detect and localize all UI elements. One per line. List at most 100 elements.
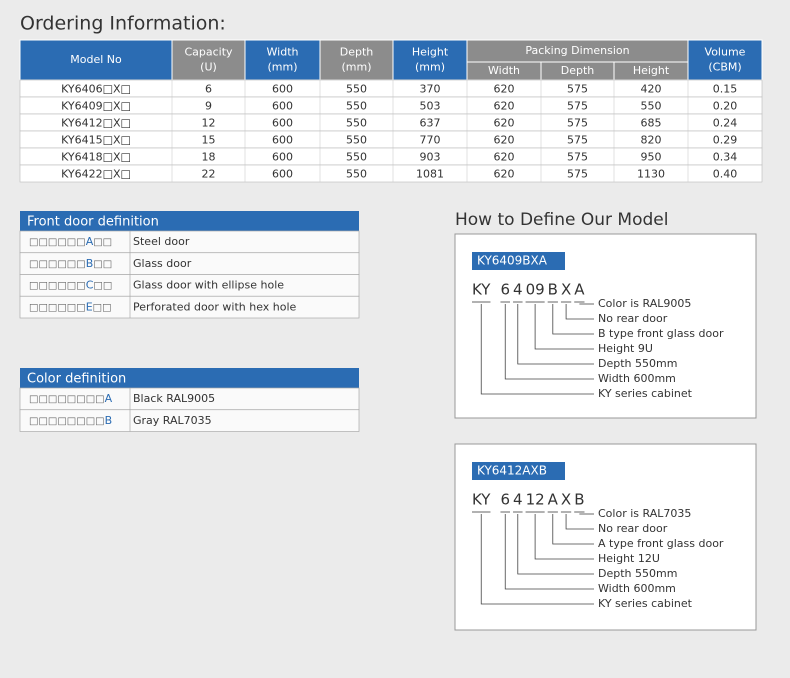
definition-title: Color definition bbox=[27, 372, 126, 387]
leader-line bbox=[565, 304, 594, 320]
header-text: (CBM) bbox=[708, 61, 741, 74]
table-cell: 637 bbox=[420, 117, 441, 130]
table-cell: 12 bbox=[202, 117, 216, 130]
header-cell bbox=[687, 39, 763, 81]
sub-header-text: Width bbox=[488, 64, 520, 77]
code-prefix: □□□□□□□□ bbox=[29, 394, 105, 405]
table-cell: 15 bbox=[202, 134, 216, 147]
meaning: Depth 550mm bbox=[598, 357, 677, 370]
code-prefix: □□□□□□ bbox=[29, 259, 86, 270]
model-label-bg bbox=[472, 462, 565, 480]
definition-title: Front door definition bbox=[27, 215, 159, 230]
definition-description: Gray RAL7035 bbox=[133, 414, 212, 427]
leader-line bbox=[534, 514, 594, 560]
sub-header-text: Depth bbox=[561, 64, 595, 77]
table-cell: KY6422□X□ bbox=[61, 168, 131, 181]
model-part: 6 bbox=[500, 281, 510, 299]
table-cell: 620 bbox=[494, 134, 515, 147]
model-part: 12 bbox=[526, 491, 545, 509]
table-cell: 575 bbox=[567, 100, 588, 113]
leader-line bbox=[480, 304, 594, 395]
header-text: Height bbox=[412, 46, 449, 59]
code-letter: A bbox=[86, 235, 94, 248]
header-text: (mm) bbox=[267, 61, 297, 74]
table-cell: 620 bbox=[494, 168, 515, 181]
code-letter: E bbox=[86, 300, 93, 313]
table-cell: 0.34 bbox=[713, 151, 738, 164]
model-part: B bbox=[574, 491, 584, 509]
table-cell: 600 bbox=[272, 134, 293, 147]
header-cell bbox=[19, 39, 173, 81]
model-part: 6 bbox=[500, 491, 510, 509]
table-cell: 600 bbox=[272, 151, 293, 164]
code-prefix: □□□□□□ bbox=[29, 302, 86, 313]
table-cell: 0.20 bbox=[713, 100, 738, 113]
leader-line bbox=[534, 304, 594, 350]
table-cell: 550 bbox=[346, 100, 367, 113]
definition-description: Steel door bbox=[133, 235, 190, 248]
definition-description: Glass door with ellipse hole bbox=[133, 279, 284, 292]
table-cell: 1081 bbox=[416, 168, 444, 181]
table-cell: 0.40 bbox=[713, 168, 738, 181]
table-cell: 550 bbox=[346, 168, 367, 181]
table-cell: 575 bbox=[567, 134, 588, 147]
meaning: Height 9U bbox=[598, 342, 653, 355]
table-cell: 550 bbox=[346, 117, 367, 130]
table-cell: 620 bbox=[494, 151, 515, 164]
table-cell: 0.24 bbox=[713, 117, 738, 130]
table-cell: 550 bbox=[346, 134, 367, 147]
table-cell: KY6412□X□ bbox=[61, 117, 131, 130]
table-cell: 820 bbox=[641, 134, 662, 147]
definition-description: Perforated door with hex hole bbox=[133, 300, 297, 313]
table-cell: 620 bbox=[494, 117, 515, 130]
definition-code: □□□□□□C□□ bbox=[29, 279, 112, 292]
model-part: A bbox=[548, 491, 559, 509]
table-cell: 600 bbox=[272, 100, 293, 113]
table-cell: 600 bbox=[272, 168, 293, 181]
table-cell: 903 bbox=[420, 151, 441, 164]
table-cell: 1130 bbox=[637, 168, 665, 181]
definition-code: □□□□□□A□□ bbox=[29, 235, 112, 248]
model-part: B bbox=[548, 281, 558, 299]
header-text: Width bbox=[267, 46, 299, 59]
definition-code: □□□□□□B□□ bbox=[29, 257, 112, 270]
definition-description: Glass door bbox=[133, 257, 192, 270]
definition-header bbox=[20, 211, 359, 231]
leader-line bbox=[504, 304, 594, 380]
header-text: Volume bbox=[705, 46, 746, 59]
table-cell: 620 bbox=[494, 100, 515, 113]
code-letter: A bbox=[105, 392, 113, 405]
table-cell: 575 bbox=[567, 151, 588, 164]
table-cell: 550 bbox=[346, 151, 367, 164]
header-cell bbox=[171, 39, 246, 81]
table-cell: 420 bbox=[641, 83, 662, 96]
table-cell: 770 bbox=[420, 134, 441, 147]
header-text: (mm) bbox=[341, 61, 371, 74]
table-cell: 950 bbox=[641, 151, 662, 164]
code-suffix: □□ bbox=[93, 237, 112, 248]
table-cell: 0.29 bbox=[713, 134, 738, 147]
meaning: KY series cabinet bbox=[598, 597, 693, 610]
header-text: Packing Dimension bbox=[525, 44, 629, 57]
code-prefix: □□□□□□ bbox=[29, 281, 86, 292]
model-part: X bbox=[561, 281, 571, 299]
table-cell: 550 bbox=[641, 100, 662, 113]
model-part: 4 bbox=[513, 281, 523, 299]
model-part: 4 bbox=[513, 491, 523, 509]
table-cell: KY6418□X□ bbox=[61, 151, 131, 164]
table-cell: 600 bbox=[272, 83, 293, 96]
definition-code: □□□□□□□□B bbox=[29, 414, 112, 427]
page-title: Ordering Information: bbox=[20, 13, 226, 35]
code-prefix: □□□□□□□□ bbox=[29, 416, 105, 427]
meaning: Depth 550mm bbox=[598, 567, 677, 580]
leader-line bbox=[565, 514, 594, 530]
table-cell: 600 bbox=[272, 117, 293, 130]
code-letter: B bbox=[86, 257, 94, 270]
header-text: Model No bbox=[70, 53, 122, 66]
meaning: Width 600mm bbox=[598, 372, 676, 385]
leader-line bbox=[480, 514, 594, 605]
table-cell: KY6409□X□ bbox=[61, 100, 131, 113]
header-text: (mm) bbox=[415, 61, 445, 74]
leader-line bbox=[517, 514, 594, 575]
